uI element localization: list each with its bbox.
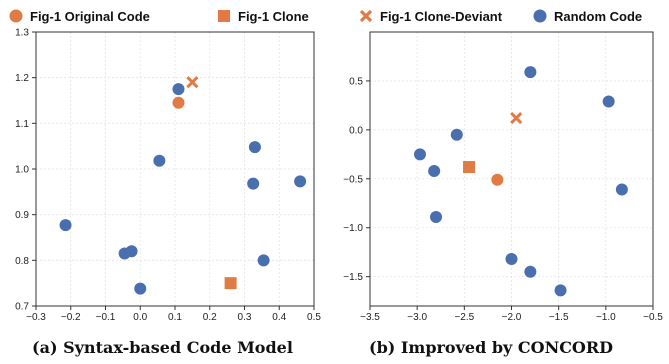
circle-marker-icon <box>533 9 547 23</box>
caption-right: (b) Improved by CONCORD <box>369 338 614 357</box>
random-code-point <box>153 154 166 167</box>
random-code-point <box>428 164 441 177</box>
legend: Fig-1 Original Code Fig-1 Clone Fig-1 Cl… <box>0 0 669 32</box>
random-code-point <box>413 148 426 161</box>
y-tick-label: 0.8 <box>15 256 29 267</box>
x-tick-label: −0.5 <box>643 312 663 323</box>
y-tick-label: 1.1 <box>15 119 29 130</box>
random-code-point <box>172 83 185 96</box>
random-code-point <box>450 128 463 141</box>
x-tick-label: 0.0 <box>133 312 147 323</box>
x-tick-label: −2.5 <box>454 312 474 323</box>
x-tick-label: −0.2 <box>61 312 81 323</box>
original-code-point <box>172 96 185 109</box>
x-tick-label: 0.3 <box>238 312 252 323</box>
x-tick-label: −1.0 <box>596 312 616 323</box>
x-tick-label: 0.1 <box>168 312 182 323</box>
x-tick-label: −0.1 <box>96 312 116 323</box>
random-code-point <box>134 282 147 295</box>
y-tick-label: 1.0 <box>15 165 29 176</box>
y-tick-label: −0.5 <box>343 174 363 185</box>
y-tick-label: 1.3 <box>15 28 29 39</box>
x-tick-label: −2.0 <box>502 312 522 323</box>
random-code-point <box>257 254 270 267</box>
clone-deviant-point <box>186 76 199 89</box>
legend-item-clone-deviant: Fig-1 Clone-Deviant <box>358 7 502 25</box>
original-code-point <box>491 173 504 186</box>
y-tick-label: 0.7 <box>15 302 29 313</box>
x-tick-label: −0.3 <box>26 312 46 323</box>
random-code-point <box>430 210 443 223</box>
x-tick-label: 0.2 <box>203 312 217 323</box>
random-code-point <box>554 284 567 297</box>
legend-label-clone: Fig-1 Clone <box>238 8 309 24</box>
y-tick-label: 1.2 <box>15 73 29 84</box>
y-tick-label: 0.5 <box>349 76 363 87</box>
random-code-point <box>125 245 138 258</box>
legend-item-random: Random Code <box>532 7 642 25</box>
random-code-point <box>248 141 261 154</box>
square-marker-icon <box>218 10 230 22</box>
circle-marker-icon <box>9 9 23 23</box>
random-code-point <box>247 177 260 190</box>
x-tick-label: −3.5 <box>360 312 380 323</box>
plot-frame <box>35 31 315 307</box>
x-tick-label: −3.0 <box>407 312 427 323</box>
random-code-point <box>505 253 518 266</box>
random-code-point <box>59 219 72 232</box>
x-marker-icon <box>359 9 373 23</box>
caption-left: (a) Syntax-based Code Model <box>32 338 293 357</box>
x-tick-label: 0.5 <box>307 312 321 323</box>
random-code-point <box>294 175 307 188</box>
y-tick-label: 0.0 <box>349 125 363 136</box>
legend-label-clone-deviant: Fig-1 Clone-Deviant <box>380 8 503 24</box>
y-tick-label: 0.9 <box>15 210 29 221</box>
plot-frame <box>369 31 654 307</box>
x-tick-label: 0.4 <box>272 312 286 323</box>
random-code-point <box>524 265 537 278</box>
legend-label-random: Random Code <box>554 8 643 24</box>
legend-item-clone: Fig-1 Clone <box>216 7 309 25</box>
x-tick-label: −1.5 <box>549 312 569 323</box>
legend-label-original: Fig-1 Original Code <box>30 8 150 24</box>
legend-item-original: Fig-1 Original Code <box>8 7 150 25</box>
random-code-point <box>602 95 615 108</box>
random-code-point <box>615 183 628 196</box>
clone-deviant-point <box>510 112 523 125</box>
y-tick-label: −1.0 <box>343 223 363 234</box>
y-tick-label: −1.5 <box>343 272 363 283</box>
random-code-point <box>524 66 537 79</box>
clone-point <box>224 277 237 290</box>
clone-point <box>463 161 476 174</box>
